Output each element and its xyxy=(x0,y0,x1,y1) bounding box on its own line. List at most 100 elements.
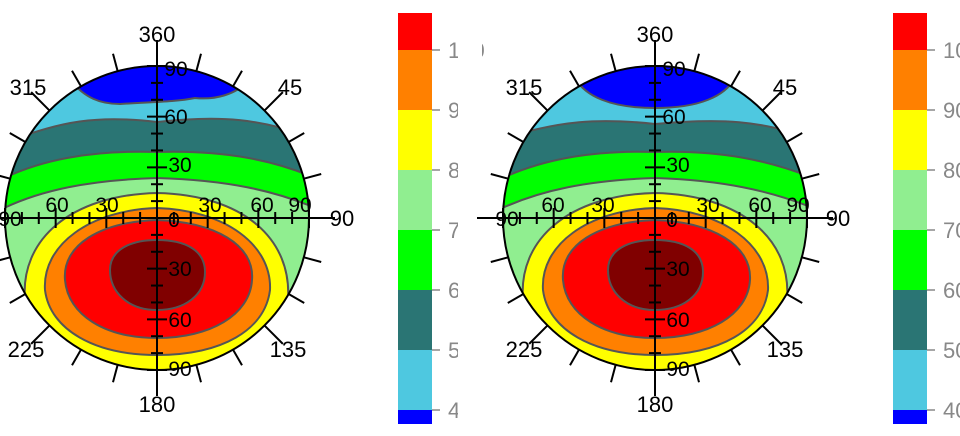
colorbar-swatch-yellow xyxy=(398,110,432,170)
azimuth-tick xyxy=(528,91,549,112)
grid-label-90-down: 90 xyxy=(168,358,191,381)
grid-label-60-right: 60 xyxy=(250,194,273,217)
colorbar-swatch-orange xyxy=(398,50,432,110)
azimuth-tick xyxy=(610,364,617,383)
colorbar-swatch-red xyxy=(398,13,432,50)
azimuth-label-360: 360 xyxy=(637,22,674,47)
colorbar-label-50: 50 xyxy=(943,338,960,363)
colorbar-label-100: 100 xyxy=(943,38,960,63)
contour-plot-left xyxy=(5,66,309,370)
grid-label-0: 0 xyxy=(666,209,678,232)
grid-label-60-down: 60 xyxy=(666,309,689,332)
azimuth-tick xyxy=(263,91,284,112)
colorbar-swatch-light-green xyxy=(398,170,432,230)
grid-label-90-right: 90 xyxy=(288,194,311,217)
panel-right: 360 45 135 180 225 315 90 60 30 0 30 60 … xyxy=(477,22,850,417)
grid-label-60-up: 60 xyxy=(164,106,187,129)
azimuth-tick xyxy=(112,53,119,72)
azimuth-tick xyxy=(232,70,243,87)
azimuth-tick xyxy=(569,349,580,366)
azimuth-tick xyxy=(730,70,741,87)
azimuth-tick xyxy=(507,132,524,143)
azimuth-tick xyxy=(0,174,11,180)
azimuth-tick xyxy=(490,173,509,180)
grid-label-30-up: 30 xyxy=(168,154,191,177)
grid-label-0: 0 xyxy=(168,209,180,232)
azimuth-tick xyxy=(528,324,549,345)
grid-label-90-left: 90 xyxy=(495,208,518,231)
grid-label-60-down: 60 xyxy=(168,309,191,332)
grid-label-30-down: 30 xyxy=(168,258,191,281)
azimuth-tick xyxy=(801,173,820,180)
grid-label-30-right: 30 xyxy=(198,194,221,217)
colorbar-swatch-red xyxy=(893,13,927,50)
grid-label-30-up: 30 xyxy=(666,154,689,177)
azimuth-tick xyxy=(195,364,202,383)
azimuth-label-360: 360 xyxy=(139,22,176,47)
azimuth-label-45: 45 xyxy=(773,75,797,100)
grid-label-30-left: 30 xyxy=(95,194,118,217)
azimuth-tick xyxy=(71,349,82,366)
grid-label-60-up: 60 xyxy=(662,106,685,129)
azimuth-label-315: 315 xyxy=(10,75,47,100)
colorbar-swatch-teal xyxy=(398,290,432,350)
colorbar-swatch-yellow xyxy=(893,110,927,170)
grid-axes-left xyxy=(4,65,310,371)
azimuth-tick xyxy=(507,293,524,304)
azimuth-tick xyxy=(232,349,243,366)
colorbar-swatch-green xyxy=(893,230,927,290)
azimuth-tick xyxy=(730,349,741,366)
grid-label-90-up: 90 xyxy=(164,58,187,81)
azimuth-label-180: 180 xyxy=(139,392,176,417)
azimuth-tick xyxy=(195,53,202,72)
colorbar-swatch-orange xyxy=(893,50,927,110)
azimuth-tick xyxy=(490,256,509,263)
azimuth-label-180: 180 xyxy=(637,392,674,417)
grid-label-30-left: 30 xyxy=(591,194,614,217)
azimuth-tick xyxy=(9,293,26,304)
azimuth-tick xyxy=(610,53,617,72)
azimuth-label-135: 135 xyxy=(270,337,307,362)
grid-label-90-down: 90 xyxy=(666,358,689,381)
azimuth-tick xyxy=(693,53,700,72)
azimuth-tick xyxy=(9,132,26,143)
azimuth-tick xyxy=(761,324,782,345)
azimuth-tick xyxy=(288,132,305,143)
azimuth-label-225: 225 xyxy=(8,337,45,362)
azimuth-tick xyxy=(801,256,820,263)
azimuth-tick xyxy=(761,91,782,112)
azimuth-label-90: 90 xyxy=(330,206,354,231)
azimuth-tick xyxy=(0,256,11,262)
azimuth-label-225: 225 xyxy=(506,337,543,362)
grid-label-60-left: 60 xyxy=(45,194,68,217)
azimuth-tick xyxy=(786,132,803,143)
azimuth-tick xyxy=(263,324,284,345)
azimuth-tick xyxy=(288,293,305,304)
azimuth-tick xyxy=(71,70,82,87)
grid-label-60-left: 60 xyxy=(541,194,564,217)
grid-label-90-left: 90 xyxy=(0,208,22,231)
grid-label-30-down: 30 xyxy=(666,258,689,281)
colorbar-label-70: 70 xyxy=(943,218,960,243)
azimuth-tick xyxy=(303,173,322,180)
colorbar-swatch-light-green xyxy=(893,170,927,230)
grid-label-60-right: 60 xyxy=(748,194,771,217)
colorbar-swatch-blue xyxy=(893,410,927,424)
grid-label-30-right: 30 xyxy=(696,194,719,217)
grid-label-90-right: 90 xyxy=(786,194,809,217)
azimuth-tick xyxy=(693,364,700,383)
azimuth-label-45: 45 xyxy=(278,75,302,100)
colorbar-swatch-light-blue xyxy=(893,350,927,410)
azimuth-tick xyxy=(30,91,51,112)
azimuth-label-90: 90 xyxy=(826,206,850,231)
colorbar-swatch-teal xyxy=(893,290,927,350)
azimuth-ticks-left xyxy=(0,40,335,396)
colorbar-label-90: 90 xyxy=(943,98,960,123)
azimuth-tick xyxy=(303,256,322,263)
azimuth-label-315: 315 xyxy=(506,75,543,100)
colorbar-swatch-light-blue xyxy=(398,350,432,410)
grid-label-90-up: 90 xyxy=(662,58,685,81)
azimuth-label-135: 135 xyxy=(767,337,804,362)
azimuth-tick xyxy=(569,70,580,87)
